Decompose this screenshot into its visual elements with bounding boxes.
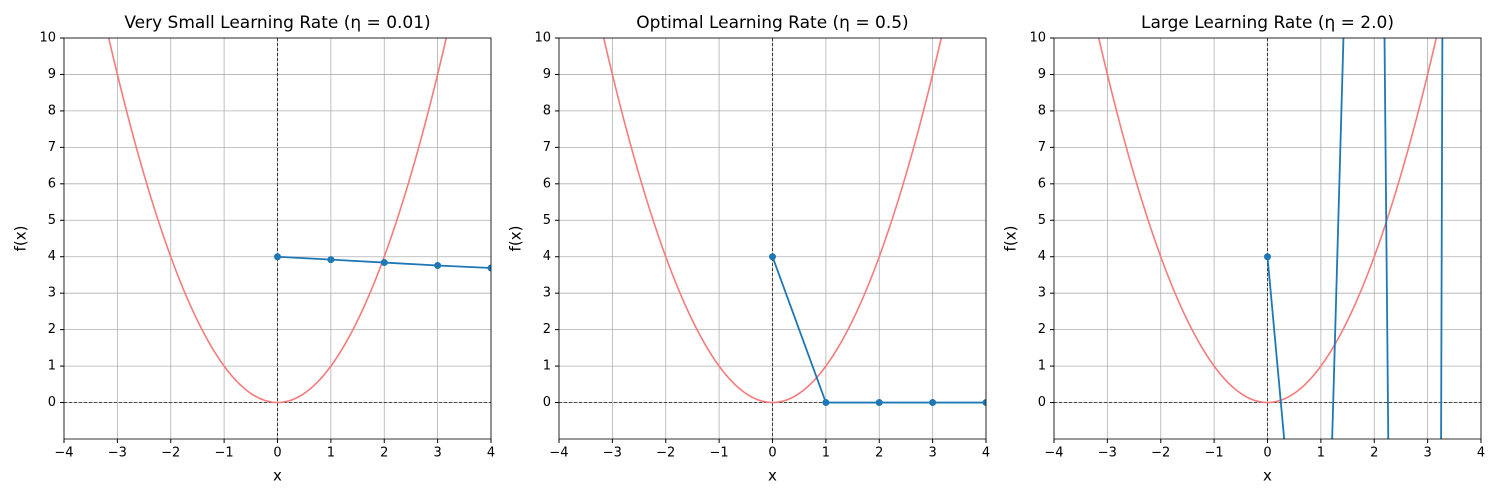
y-tick-label: 10 [39,31,56,46]
descent-point [822,399,830,407]
x-tick-label: 1 [1317,446,1325,461]
x-tick-label: 3 [928,446,936,461]
x-tick-label: 1 [822,446,830,461]
x-tick-label: 3 [433,446,441,461]
descent-point [274,253,281,261]
y-tick-label: 3 [543,286,551,301]
descent-point [380,259,388,267]
y-tick-label: 6 [543,176,551,191]
y-tick-label: 1 [48,359,56,374]
descent-point [1264,253,1271,261]
x-tick-label: 2 [1370,446,1378,461]
y-tick-label: 8 [543,103,551,118]
y-tick-label: 3 [1038,286,1046,301]
y-tick-label: 0 [543,395,551,410]
y-tick-label: 8 [1038,103,1046,118]
y-tick-label: 10 [1029,31,1046,46]
y-tick-label: 5 [1038,213,1046,228]
x-axis-label: x [768,467,777,485]
x-tick-label: −4 [54,446,73,461]
y-axis-label: f(x) [12,226,30,252]
y-tick-label: 3 [48,286,56,301]
plot-area [1097,38,1444,439]
x-axis-label: x [273,467,282,485]
plot-area [107,38,491,404]
y-tick-label: 9 [543,67,551,82]
x-tick-label: 4 [487,446,495,461]
x-tick-label: 2 [875,446,883,461]
y-tick-label: 4 [1038,249,1046,264]
x-tick-label: 4 [982,446,990,461]
y-tick-label: 7 [48,140,56,155]
function-curve [1097,38,1438,404]
y-tick-label: 5 [48,213,56,228]
y-axis-label: f(x) [507,226,525,252]
x-tick-label: −1 [710,446,729,461]
y-tick-label: 5 [543,213,551,228]
x-tick-label: −3 [108,446,127,461]
x-tick-label: −2 [656,446,675,461]
descent-point [875,399,883,407]
x-tick-label: −2 [1151,446,1170,461]
y-tick-label: 10 [534,31,551,46]
descent-point [769,253,776,261]
y-tick-label: 2 [48,322,56,337]
x-tick-label: 0 [1263,446,1271,461]
axes-frame [63,37,492,440]
x-tick-label: −3 [603,446,622,461]
subplot-title: Large Learning Rate (η = 2.0) [1141,13,1394,33]
y-tick-label: 2 [543,322,551,337]
y-tick-label: 1 [1038,359,1046,374]
function-curve [602,38,943,404]
y-tick-label: 2 [1038,322,1046,337]
y-tick-label: 6 [1038,176,1046,191]
descent-point [929,399,937,407]
descent-point [982,399,986,407]
descent-point [434,261,442,269]
y-tick-label: 1 [543,359,551,374]
descent-point [487,264,491,272]
x-tick-label: 3 [1423,446,1431,461]
y-tick-label: 0 [1038,395,1046,410]
x-tick-label: 2 [380,446,388,461]
x-tick-label: 4 [1477,446,1485,461]
y-axis-label: f(x) [1002,226,1020,252]
x-tick-label: −1 [215,446,234,461]
x-tick-label: −2 [161,446,180,461]
plot-area [602,38,986,407]
function-curve [107,38,448,404]
subplot: Optimal Learning Rate (η = 0.5) x f(x) −4 −3… [507,13,991,485]
axes-frame [1053,37,1482,440]
subplot-title: Very Small Learning Rate (η = 0.01) [124,13,430,33]
y-tick-label: 9 [1038,67,1046,82]
subplot: Very Small Learning Rate (η = 0.01) x f(x)… [12,13,496,485]
y-tick-label: 4 [543,249,551,264]
subplot: Large Learning Rate (η = 2.0) x f(x) −4 −3 −2… [1002,13,1486,485]
y-tick-label: 7 [543,140,551,155]
y-tick-label: 6 [48,176,56,191]
y-tick-label: 9 [48,67,56,82]
y-tick-label: 8 [48,103,56,118]
x-tick-label: −4 [549,446,568,461]
y-tick-label: 4 [48,249,56,264]
x-tick-label: −3 [1098,446,1117,461]
x-axis-label: x [1263,467,1272,485]
x-tick-label: 0 [273,446,281,461]
x-tick-label: 0 [768,446,776,461]
x-tick-label: 1 [327,446,335,461]
descent-point [327,256,335,264]
subplot-title: Optimal Learning Rate (η = 0.5) [636,13,908,33]
y-tick-label: 7 [1038,140,1046,155]
x-tick-label: −4 [1044,446,1063,461]
y-tick-label: 0 [48,395,56,410]
x-tick-label: −1 [1205,446,1224,461]
axes-frame [558,37,987,440]
